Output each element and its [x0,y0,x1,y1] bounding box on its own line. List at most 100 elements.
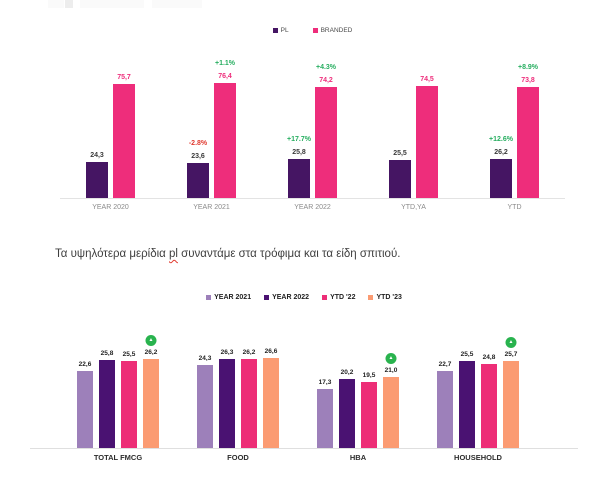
legend-swatch-ytd-22 [322,295,328,300]
bar-value-label: 76,4 [218,73,232,81]
bar-ytd-22-total-fmcg: 25,5 [121,351,137,448]
bar-value-label: 26,6 [264,347,278,355]
x-axis-label-ytd-ya: YTD,YA [401,204,426,211]
top-artifact-strip [152,0,202,8]
legend-swatch-ytd-23 [368,295,374,300]
bar-value-label: 20,2 [340,369,354,377]
bar-value-label: 26,3 [220,348,234,356]
bar-value-label: 26,2 [144,348,158,356]
legend-swatch-year-2021 [206,295,212,300]
x-axis-label-ytd: YTD [507,204,522,211]
note-text-after: συναντάμε στα τρόφιμα και τα είδη σπιτιο… [177,248,401,260]
x-axis-label-food: FOOD [227,453,249,462]
bar-value-label: 25,5 [460,351,474,359]
up-arrow-badge-icon: ▲ [385,352,397,364]
bar-branded-ytd: 73,8 +8.9% [517,64,539,198]
bar-ytd-23-food: 26,6 [263,348,279,448]
legend-label: BRANDED [320,27,353,34]
legend-swatch-year-2022 [264,295,270,300]
chart-x-axis: YEAR 2020 YEAR 2021 YEAR 2022 YTD,YA YTD [60,204,565,211]
bar-value-label: 25,5 [122,351,136,359]
bar-group-hba: 17,3 20,2 19,5 21,0 ▲ [298,310,418,448]
bar-year-2022-total-fmcg: 25,8 [99,350,115,448]
bar-value-label: 24,3 [198,355,212,363]
chart-plot-area: 24,3 75,7 23,6 -2.8% 76,4 +1.1% 25,8 +17.7% 74,2… [60,55,565,199]
chart-legend: PL BRANDED [60,27,565,34]
bar-value-label: 73,8 [521,77,535,85]
bar-value-label: 25,8 [100,350,114,358]
bar-value-label: 26,2 [242,348,256,356]
x-axis-label-year-2021: YEAR 2021 [193,204,230,211]
legend-label: PL [280,27,289,34]
legend-label: YTD '22 [330,294,356,301]
bar-change-label: +1.1% [214,60,236,68]
bar-branded-ytd-ya: 74,5 [416,76,438,198]
legend-label: YTD '23 [376,294,402,301]
bar-pl-ytd: 26,2 +12.6% [489,136,513,198]
up-arrow-badge-icon: ▲ [505,336,517,348]
note-misspelled-word: pl [169,248,178,260]
bar-year-2021-household: 22,7 [437,361,453,448]
bar-change-label: +17.7% [287,136,311,144]
bar-year-2021-hba: 17,3 [317,379,333,448]
bar-value-label: 24,8 [482,353,496,361]
note-text-before: Τα υψηλότερα μερίδια [55,248,170,260]
chart-legend: YEAR 2021 YEAR 2022 YTD '22 YTD '23 [30,294,578,301]
bar-pl-year-2020: 24,3 [86,152,108,198]
bar-branded-year-2021: 76,4 +1.1% [214,60,236,198]
legend-label: YEAR 2022 [272,294,310,301]
top-artifact-strip [80,0,144,8]
x-axis-label-hba: HBA [349,453,367,462]
bar-value-label: 25,7 [504,350,518,358]
legend-item-pl: PL [272,27,289,34]
bar-value-label: 22,6 [78,361,92,369]
bar-group-ytd-ya: 25,5 74,5 [363,55,464,198]
top-artifact-strip [65,0,73,8]
legend-swatch-branded [312,28,318,33]
bar-branded-year-2020: 75,7 [113,74,135,198]
bar-year-2021-total-fmcg: 22,6 [77,361,93,448]
x-axis-label-year-2020: YEAR 2020 [92,204,129,211]
bar-value-label: 25,5 [393,149,407,157]
x-axis-baseline [30,448,578,449]
legend-item-year-2021: YEAR 2021 [206,294,251,301]
pl-vs-branded-chart: PL BRANDED 24,3 75,7 23,6 -2.8% 76,4 +1.1% 25,8… [60,27,565,217]
bar-value-label: 74,2 [319,76,333,84]
bar-value-label: 25,8 [292,149,306,157]
bar-change-label: +4.3% [315,63,337,71]
bar-value-label: 23,6 [191,152,205,160]
chart-x-axis: TOTAL FMCG FOOD HBA HOUSEHOLD [58,453,538,462]
bar-ytd-22-hba: 19,5 [361,372,377,448]
bar-ytd-23-household: 25,7 ▲ [503,336,519,448]
bar-group-year-2020: 24,3 75,7 [60,55,161,198]
bar-group-total-fmcg: 22,6 25,8 25,5 26,2 ▲ [58,310,178,448]
bar-year-2022-food: 26,3 [219,349,235,448]
bar-ytd-23-total-fmcg: 26,2 ▲ [143,334,159,448]
bar-ytd-23-hba: 21,0 ▲ [383,352,399,448]
bar-pl-year-2021: 23,6 -2.8% [187,140,209,198]
top-artifact-strip [48,0,64,8]
bar-year-2021-food: 24,3 [197,355,213,448]
legend-item-ytd-23: YTD '23 [368,294,402,301]
chart-plot-area: 22,6 25,8 25,5 26,2 ▲ 24,3 26,3 26,2 26,6 17,3 20,… [58,310,538,448]
bar-value-label: 19,5 [362,371,376,379]
bar-ytd-22-food: 26,2 [241,349,257,448]
legend-item-ytd-22: YTD '22 [322,294,355,301]
up-arrow-badge-icon: ▲ [145,334,157,346]
bar-group-year-2022: 25,8 +17.7% 74,2 +4.3% [262,55,363,198]
legend-item-year-2022: YEAR 2022 [264,294,309,301]
bar-change-label: +8.9% [517,64,539,72]
bar-group-year-2021: 23,6 -2.8% 76,4 +1.1% [161,55,262,198]
note-text: Τα υψηλότερα μερίδια pl συναντάμε στα τρ… [55,248,400,260]
bar-branded-year-2022: 74,2 +4.3% [315,64,337,198]
legend-label: YEAR 2021 [214,294,252,301]
bar-year-2022-household: 25,5 [459,351,475,448]
bar-value-label: 21,0 [384,366,398,374]
legend-swatch-pl [272,28,278,33]
bar-value-label: 74,5 [420,76,434,84]
bar-value-label: 75,7 [117,74,131,82]
bar-value-label: 26,2 [494,148,508,156]
bar-value-label: 24,3 [90,151,104,159]
bar-group-household: 22,7 25,5 24,8 25,7 ▲ [418,310,538,448]
